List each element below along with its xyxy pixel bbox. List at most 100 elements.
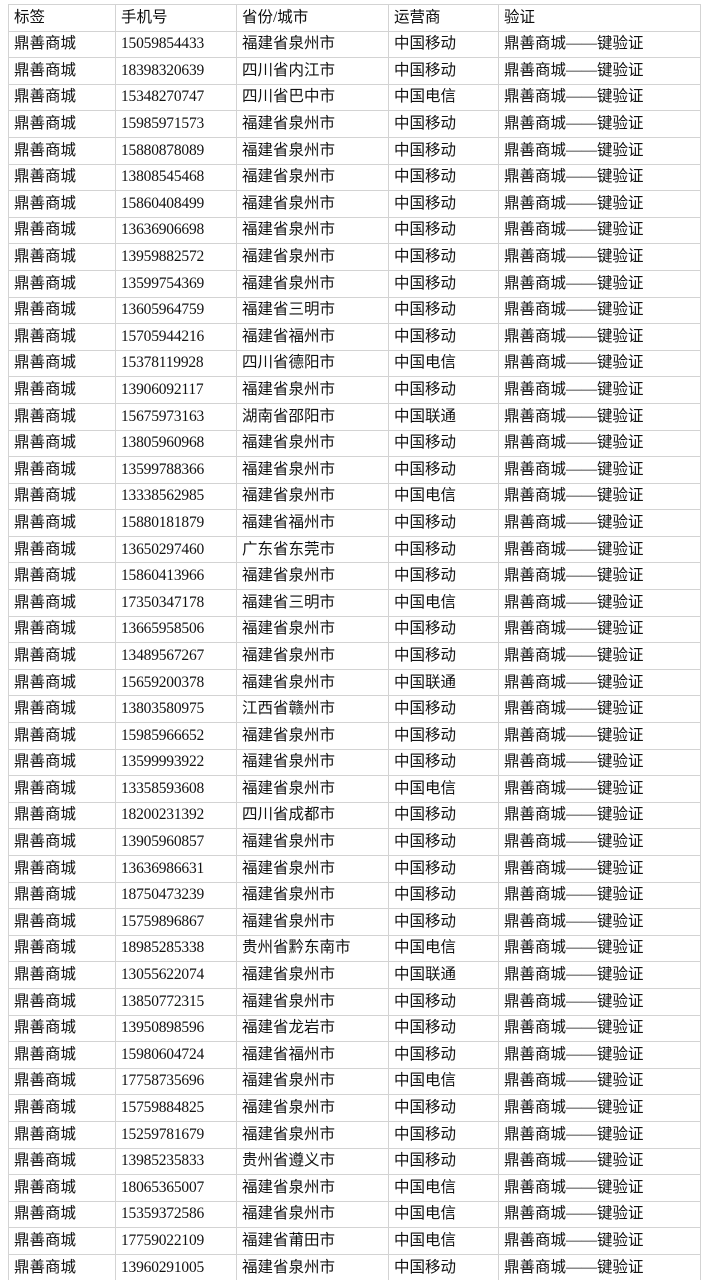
cell-phone[interactable]: 15860413966 bbox=[115, 562, 237, 591]
cell-phone[interactable]: 13665958506 bbox=[115, 615, 237, 644]
cell-verify[interactable]: 鼎善商城——键验证 bbox=[498, 881, 701, 910]
cell-carrier[interactable]: 中国移动 bbox=[388, 908, 499, 936]
cell-verify[interactable]: 鼎善商城——键验证 bbox=[498, 402, 701, 431]
cell-region[interactable]: 福建省泉州市 bbox=[236, 216, 389, 245]
table-row[interactable]: 鼎善商城 13805960968 福建省泉州市 中国移动 鼎善商城——键验证 bbox=[8, 429, 701, 458]
table-row[interactable]: 鼎善商城 15860413966 福建省泉州市 中国移动 鼎善商城——键验证 bbox=[8, 562, 701, 591]
table-row[interactable]: 鼎善商城 13850772315 福建省泉州市 中国移动 鼎善商城——键验证 bbox=[8, 987, 701, 1016]
cell-label[interactable]: 鼎善商城 bbox=[8, 668, 116, 697]
cell-region[interactable]: 福建省泉州市 bbox=[236, 775, 389, 803]
cell-carrier[interactable]: 中国移动 bbox=[388, 243, 499, 271]
cell-label[interactable]: 鼎善商城 bbox=[8, 323, 116, 351]
cell-label[interactable]: 鼎善商城 bbox=[8, 1041, 116, 1069]
table-row[interactable]: 鼎善商城 13599993922 福建省泉州市 中国移动 鼎善商城——键验证 bbox=[8, 748, 701, 777]
cell-carrier[interactable]: 中国电信 bbox=[388, 482, 499, 511]
cell-verify[interactable]: 鼎善商城——键验证 bbox=[498, 695, 701, 724]
cell-verify[interactable]: 鼎善商城——键验证 bbox=[498, 163, 701, 192]
cell-label[interactable]: 鼎善商城 bbox=[8, 987, 116, 1016]
cell-label[interactable]: 鼎善商城 bbox=[8, 349, 116, 378]
table-row[interactable]: 鼎善商城 15378119928 四川省德阳市 中国电信 鼎善商城——键验证 bbox=[8, 349, 701, 378]
cell-phone[interactable]: 15759884825 bbox=[115, 1094, 237, 1122]
table-row[interactable]: 鼎善商城 18398320639 四川省内江市 中国移动 鼎善商城——键验证 bbox=[8, 57, 701, 85]
cell-carrier[interactable]: 中国联通 bbox=[388, 402, 499, 431]
table-row[interactable]: 鼎善商城 13055622074 福建省泉州市 中国联通 鼎善商城——键验证 bbox=[8, 961, 701, 989]
cell-phone[interactable]: 15880181879 bbox=[115, 509, 237, 537]
cell-label[interactable]: 鼎善商城 bbox=[8, 190, 116, 218]
table-row[interactable]: 鼎善商城 13605964759 福建省三明市 中国移动 鼎善商城——键验证 bbox=[8, 296, 701, 325]
cell-phone[interactable]: 15880878089 bbox=[115, 136, 237, 165]
table-row[interactable]: 鼎善商城 13960291005 福建省泉州市 中国移动 鼎善商城——键验证 bbox=[8, 1253, 701, 1280]
cell-carrier[interactable]: 中国电信 bbox=[388, 934, 499, 963]
cell-carrier[interactable]: 中国移动 bbox=[388, 269, 499, 298]
column-header-label[interactable]: 标签 bbox=[8, 4, 116, 32]
cell-carrier[interactable]: 中国移动 bbox=[388, 881, 499, 910]
cell-verify[interactable]: 鼎善商城——键验证 bbox=[498, 722, 701, 750]
cell-region[interactable]: 福建省泉州市 bbox=[236, 482, 389, 511]
cell-phone[interactable]: 15348270747 bbox=[115, 83, 237, 112]
cell-carrier[interactable]: 中国移动 bbox=[388, 562, 499, 591]
cell-phone[interactable]: 13959882572 bbox=[115, 243, 237, 271]
cell-verify[interactable]: 鼎善商城——键验证 bbox=[498, 509, 701, 537]
cell-carrier[interactable]: 中国移动 bbox=[388, 1120, 499, 1149]
cell-verify[interactable]: 鼎善商城——键验证 bbox=[498, 987, 701, 1016]
cell-carrier[interactable]: 中国移动 bbox=[388, 987, 499, 1016]
cell-verify[interactable]: 鼎善商城——键验证 bbox=[498, 269, 701, 298]
cell-verify[interactable]: 鼎善商城——键验证 bbox=[498, 482, 701, 511]
cell-carrier[interactable]: 中国移动 bbox=[388, 748, 499, 777]
cell-phone[interactable]: 15985966652 bbox=[115, 722, 237, 750]
table-row[interactable]: 鼎善商城 18750473239 福建省泉州市 中国移动 鼎善商城——键验证 bbox=[8, 881, 701, 910]
cell-region[interactable]: 福建省泉州市 bbox=[236, 562, 389, 591]
cell-carrier[interactable]: 中国移动 bbox=[388, 1147, 499, 1176]
cell-phone[interactable]: 13055622074 bbox=[115, 961, 237, 989]
cell-phone[interactable]: 17759022109 bbox=[115, 1227, 237, 1255]
table-row[interactable]: 鼎善商城 17759022109 福建省莆田市 中国电信 鼎善商城——键验证 bbox=[8, 1227, 701, 1255]
cell-phone[interactable]: 18985285338 bbox=[115, 934, 237, 963]
cell-region[interactable]: 福建省泉州市 bbox=[236, 1094, 389, 1122]
cell-phone[interactable]: 13599993922 bbox=[115, 748, 237, 777]
cell-region[interactable]: 福建省泉州市 bbox=[236, 1200, 389, 1229]
cell-verify[interactable]: 鼎善商城——键验证 bbox=[498, 961, 701, 989]
table-row[interactable]: 鼎善商城 15348270747 四川省巴中市 中国电信 鼎善商城——键验证 bbox=[8, 83, 701, 112]
cell-carrier[interactable]: 中国电信 bbox=[388, 1067, 499, 1096]
table-row[interactable]: 鼎善商城 15985966652 福建省泉州市 中国移动 鼎善商城——键验证 bbox=[8, 722, 701, 750]
cell-carrier[interactable]: 中国联通 bbox=[388, 961, 499, 989]
cell-verify[interactable]: 鼎善商城——键验证 bbox=[498, 349, 701, 378]
cell-label[interactable]: 鼎善商城 bbox=[8, 1120, 116, 1149]
cell-label[interactable]: 鼎善商城 bbox=[8, 934, 116, 963]
cell-phone[interactable]: 13599754369 bbox=[115, 269, 237, 298]
cell-region[interactable]: 四川省内江市 bbox=[236, 57, 389, 85]
cell-phone[interactable]: 18065365007 bbox=[115, 1174, 237, 1202]
cell-label[interactable]: 鼎善商城 bbox=[8, 1200, 116, 1229]
cell-label[interactable]: 鼎善商城 bbox=[8, 828, 116, 856]
cell-region[interactable]: 四川省德阳市 bbox=[236, 349, 389, 378]
cell-carrier[interactable]: 中国移动 bbox=[388, 695, 499, 724]
cell-label[interactable]: 鼎善商城 bbox=[8, 57, 116, 85]
cell-verify[interactable]: 鼎善商城——键验证 bbox=[498, 1253, 701, 1280]
cell-label[interactable]: 鼎善商城 bbox=[8, 1227, 116, 1255]
cell-phone[interactable]: 13489567267 bbox=[115, 642, 237, 670]
cell-carrier[interactable]: 中国移动 bbox=[388, 429, 499, 458]
cell-verify[interactable]: 鼎善商城——键验证 bbox=[498, 642, 701, 670]
table-row[interactable]: 鼎善商城 18200231392 四川省成都市 中国移动 鼎善商城——键验证 bbox=[8, 801, 701, 830]
cell-label[interactable]: 鼎善商城 bbox=[8, 722, 116, 750]
cell-label[interactable]: 鼎善商城 bbox=[8, 961, 116, 989]
cell-region[interactable]: 福建省莆田市 bbox=[236, 1227, 389, 1255]
cell-phone[interactable]: 13805960968 bbox=[115, 429, 237, 458]
cell-region[interactable]: 福建省泉州市 bbox=[236, 908, 389, 936]
cell-carrier[interactable]: 中国电信 bbox=[388, 1227, 499, 1255]
table-row[interactable]: 鼎善商城 13950898596 福建省龙岩市 中国移动 鼎善商城——键验证 bbox=[8, 1014, 701, 1043]
cell-carrier[interactable]: 中国移动 bbox=[388, 535, 499, 564]
table-row[interactable]: 鼎善商城 15759896867 福建省泉州市 中国移动 鼎善商城——键验证 bbox=[8, 908, 701, 936]
cell-verify[interactable]: 鼎善商城——键验证 bbox=[498, 376, 701, 404]
table-row[interactable]: 鼎善商城 13636986631 福建省泉州市 中国移动 鼎善商城——键验证 bbox=[8, 855, 701, 883]
cell-label[interactable]: 鼎善商城 bbox=[8, 429, 116, 458]
cell-label[interactable]: 鼎善商城 bbox=[8, 642, 116, 670]
cell-region[interactable]: 福建省泉州市 bbox=[236, 615, 389, 644]
cell-label[interactable]: 鼎善商城 bbox=[8, 402, 116, 431]
table-row[interactable]: 鼎善商城 15759884825 福建省泉州市 中国移动 鼎善商城——键验证 bbox=[8, 1094, 701, 1122]
cell-verify[interactable]: 鼎善商城——键验证 bbox=[498, 589, 701, 617]
cell-phone[interactable]: 13636986631 bbox=[115, 855, 237, 883]
table-row[interactable]: 鼎善商城 15675973163 湖南省邵阳市 中国联通 鼎善商城——键验证 bbox=[8, 402, 701, 431]
cell-carrier[interactable]: 中国移动 bbox=[388, 828, 499, 856]
cell-phone[interactable]: 15359372586 bbox=[115, 1200, 237, 1229]
